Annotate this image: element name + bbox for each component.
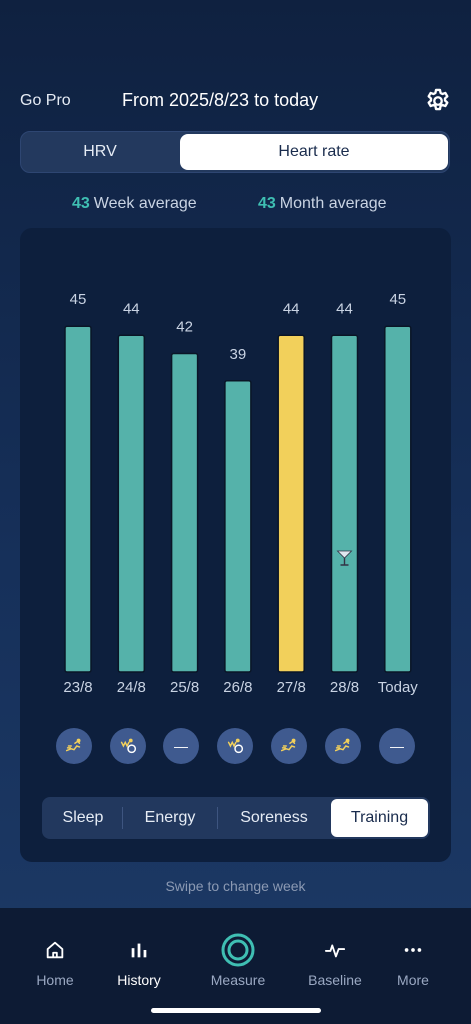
day-icon-28-8[interactable] — [325, 728, 361, 764]
month-average-label: Month average — [279, 195, 387, 212]
bar-value-label: 44 — [336, 300, 353, 317]
measure-ring-icon — [221, 933, 255, 967]
running-icon — [280, 738, 296, 752]
day-icon-27-8[interactable] — [271, 728, 307, 764]
bar-chart-icon — [131, 943, 147, 958]
tab-hrv[interactable]: HRV — [83, 143, 117, 160]
bar-Today[interactable] — [384, 325, 412, 673]
bar-23/8[interactable] — [64, 325, 92, 673]
nav-history[interactable]: History — [99, 930, 179, 988]
go-pro-link[interactable]: Go Pro — [20, 92, 71, 109]
top-header: Go Pro From 2025/8/23 to today — [0, 80, 471, 124]
bar-value-label: 44 — [123, 300, 140, 317]
bar-27/8[interactable] — [277, 334, 305, 673]
day-icon-26-8[interactable] — [217, 728, 253, 764]
home-indicator — [151, 1008, 321, 1013]
bar-26/8[interactable] — [224, 380, 252, 673]
pulse-icon — [324, 944, 346, 958]
metric-toggle: HRV Heart rate — [20, 131, 450, 173]
nav-home[interactable]: Home — [15, 930, 95, 988]
cycling-icon — [120, 738, 137, 754]
bar-28/8[interactable] — [330, 334, 359, 673]
averages-row: 43 Week average 43 Month average — [0, 195, 471, 217]
bottom-nav: Home History Measure Baseline More — [0, 908, 471, 1024]
date-range-title: From 2025/8/23 to today — [122, 90, 319, 110]
tab-training[interactable]: Training — [331, 799, 428, 837]
week-average: 43 Week average — [72, 195, 197, 213]
no-activity-icon: — — [174, 738, 188, 754]
day-icon-25-8[interactable]: — — [163, 728, 199, 764]
tab-sleep[interactable]: Sleep — [62, 809, 104, 826]
day-icon-today[interactable]: — — [379, 728, 415, 764]
day-icon-23-8[interactable] — [56, 728, 92, 764]
week-average-value: 43 — [72, 195, 90, 212]
x-tick-label: 28/8 — [330, 679, 359, 696]
category-tabs: Sleep Energy Soreness Training — [42, 797, 430, 839]
cycling-icon — [227, 738, 244, 754]
no-activity-icon: — — [390, 738, 404, 754]
nav-more-label: More — [397, 972, 429, 988]
x-tick-label: 26/8 — [223, 679, 252, 696]
month-average-value: 43 — [258, 195, 276, 212]
more-dots-icon — [404, 948, 422, 952]
tab-divider — [122, 807, 123, 829]
bar-25/8[interactable] — [170, 352, 199, 673]
chart-card: 45 23/8 44 24/8 42 25/8 39 26/8 44 27/8 44 28/8 45 To… — [20, 228, 451, 862]
bar-value-label: 42 — [176, 319, 193, 336]
swipe-hint: Swipe to change week — [165, 878, 306, 894]
bar-value-label: 39 — [230, 346, 247, 363]
tab-heart-rate[interactable]: Heart rate — [180, 134, 448, 170]
month-average: 43 Month average — [258, 195, 387, 213]
tab-divider — [217, 807, 218, 829]
cocktail-icon — [336, 550, 353, 566]
running-icon — [65, 738, 81, 752]
nav-home-label: Home — [36, 972, 74, 988]
day-icon-24-8[interactable] — [110, 728, 146, 764]
x-tick-label: 25/8 — [170, 679, 199, 696]
heart-rate-bar-chart: 45 23/8 44 24/8 42 25/8 39 26/8 44 27/8 44 28/8 45 To… — [63, 291, 419, 696]
nav-measure-label: Measure — [210, 972, 266, 988]
running-icon — [334, 738, 350, 752]
tab-soreness[interactable]: Soreness — [240, 809, 308, 826]
bar-24/8[interactable] — [117, 334, 146, 673]
x-tick-label: 23/8 — [63, 679, 92, 696]
nav-baseline[interactable]: Baseline — [295, 930, 375, 988]
home-icon — [46, 941, 64, 959]
week-average-label: Week average — [93, 195, 197, 212]
nav-history-label: History — [117, 972, 161, 988]
nav-more[interactable]: More — [373, 930, 453, 988]
nav-baseline-label: Baseline — [308, 972, 362, 988]
x-tick-label: 24/8 — [117, 679, 146, 696]
bar-value-label: 45 — [70, 291, 87, 308]
bar-value-label: 44 — [283, 300, 300, 317]
gear-icon[interactable] — [424, 87, 452, 115]
x-tick-label: Today — [378, 679, 419, 696]
bar-value-label: 45 — [389, 291, 406, 308]
x-tick-label: 27/8 — [277, 679, 306, 696]
tab-energy[interactable]: Energy — [144, 809, 196, 826]
nav-measure[interactable]: Measure — [198, 930, 278, 988]
